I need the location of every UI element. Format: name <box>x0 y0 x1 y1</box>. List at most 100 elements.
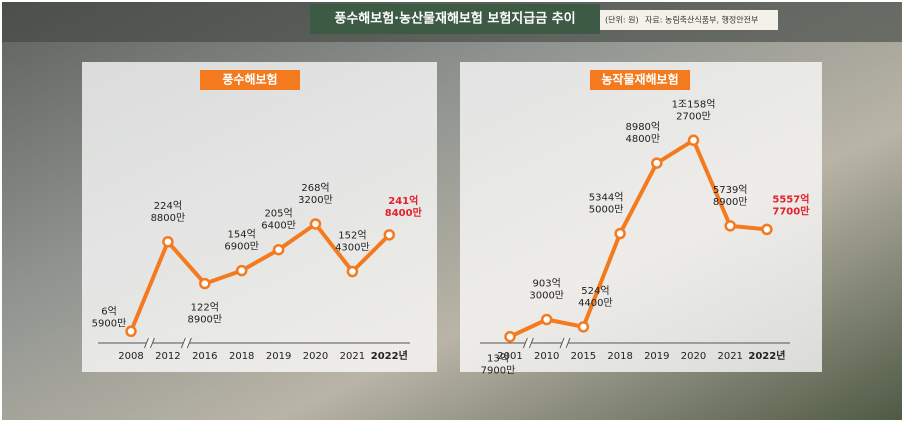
line <box>509 138 768 339</box>
point <box>272 243 285 256</box>
point <box>687 134 700 147</box>
panel-title: 농작물재해보험 <box>601 72 678 87</box>
value-label-line: 5900만 <box>92 317 127 329</box>
source-box <box>600 10 778 30</box>
value-label: 5557억 7700만 <box>772 193 810 217</box>
point <box>309 218 322 230</box>
value-label-line: 122억 <box>191 302 219 314</box>
source: 자료: 농림축산식품부, 행정안전부 <box>645 15 758 25</box>
value-label: 152억 4300만 <box>335 230 370 254</box>
point <box>504 330 516 343</box>
value-label-line: 8800만 <box>151 212 186 224</box>
x-tick-label: 2016 <box>192 351 217 362</box>
axis-break <box>562 338 569 348</box>
x-tick-label: 2022년 <box>371 349 408 362</box>
axis-break <box>143 337 155 349</box>
x-tick-label: 2021 <box>717 351 742 362</box>
value-label-line: 5739억 <box>713 184 748 196</box>
point <box>614 227 626 240</box>
x-tick-label: 2010 <box>534 351 559 362</box>
value-label-line: 8900만 <box>713 196 748 208</box>
value-label-line: 903억 <box>533 278 561 290</box>
panel-title-box <box>590 70 690 90</box>
title-bar <box>310 4 600 34</box>
value-label-line: 2700만 <box>676 110 711 122</box>
point <box>346 265 359 278</box>
value-label-line: 524억 <box>581 285 609 297</box>
value-label-line: 1조158억 <box>672 98 716 110</box>
value-label-line: 5344억 <box>589 192 624 204</box>
value-label: 13억 7900만 <box>481 353 516 377</box>
value-label-line: 4800만 <box>625 133 660 145</box>
value-label-line: 205억 <box>264 208 292 220</box>
value-label: 5344억 5000만 <box>589 192 624 216</box>
x-tick-label: 2018 <box>229 351 254 362</box>
x-tick-label: 2019 <box>266 351 291 362</box>
value-label-line: 13억 <box>487 353 509 365</box>
value-label: 5739억 8900만 <box>713 184 748 208</box>
value-label-line: 6400만 <box>261 220 296 232</box>
x-tick-label: 2021 <box>340 351 365 362</box>
point <box>761 223 773 236</box>
value-label: 903억 3000만 <box>529 278 564 302</box>
value-label-line: 3000만 <box>529 290 564 302</box>
axis-break <box>522 337 534 349</box>
line <box>129 221 391 333</box>
value-label-line: 4300만 <box>335 242 370 254</box>
x-tick-label: 2008 <box>118 351 143 362</box>
value-label-line: 241억 <box>388 195 418 207</box>
value-label: 241억 8400만 <box>385 195 423 219</box>
x-tick-label: 2020 <box>681 351 706 362</box>
value-label-line: 5557억 <box>772 193 809 205</box>
value-label-line: 8900만 <box>187 314 222 326</box>
panel <box>460 62 822 372</box>
value-label-line: 5000만 <box>589 204 624 216</box>
value-label: 205억 6400만 <box>261 208 296 232</box>
x-tick-label: 2020 <box>303 351 328 362</box>
value-label-line: 268억 <box>301 182 329 194</box>
point <box>540 313 553 326</box>
point <box>724 220 736 232</box>
axis-break <box>559 337 571 349</box>
value-label-line: 4400만 <box>578 297 613 309</box>
value-label-line: 6900만 <box>224 241 259 253</box>
value-label-line: 8400만 <box>385 206 423 219</box>
point <box>162 236 174 248</box>
x-tick-label: 2022년 <box>748 349 785 362</box>
x-tick-label: 2012 <box>155 351 180 362</box>
axis-break <box>525 338 532 348</box>
panel-title: 풍수해보험 <box>222 72 277 87</box>
value-label: 8980억 4800만 <box>625 121 660 145</box>
value-label-line: 152억 <box>338 230 366 242</box>
point <box>125 325 137 338</box>
value-label-line: 6억 <box>101 305 117 317</box>
x-tick-label: 2019 <box>644 351 669 362</box>
x-tick-label: 2018 <box>607 351 632 362</box>
value-label: 224억 8800만 <box>151 200 186 224</box>
value-label-line: 7700만 <box>772 204 810 217</box>
title: 풍수해보험·농산물재해보험 보험지급금 추이 <box>334 11 575 27</box>
value-label-line: 154억 <box>228 229 256 241</box>
value-label-line: 8980억 <box>625 121 660 133</box>
value-label: 268억 3200만 <box>298 182 333 206</box>
value-label: 1조158억 2700만 <box>672 98 716 122</box>
point <box>651 157 663 169</box>
value-label: 6억 5900만 <box>92 305 127 329</box>
point <box>199 277 211 290</box>
x-tick-label: 2015 <box>571 351 596 362</box>
panel-title-box <box>200 70 300 90</box>
value-label: 154억 6900만 <box>224 229 259 253</box>
point <box>577 321 590 333</box>
axis-break <box>180 337 192 349</box>
value-label-line: 7900만 <box>481 365 516 377</box>
value-label: 122억 8900만 <box>187 302 222 326</box>
value-label-line: 3200만 <box>298 194 333 206</box>
unit: (단위: 원) <box>605 15 639 25</box>
point <box>235 264 248 277</box>
value-label: 524억 4400만 <box>578 285 613 309</box>
value-label-line: 224억 <box>154 200 182 212</box>
axis-break <box>146 338 153 348</box>
panel <box>82 62 437 372</box>
point <box>383 229 396 241</box>
